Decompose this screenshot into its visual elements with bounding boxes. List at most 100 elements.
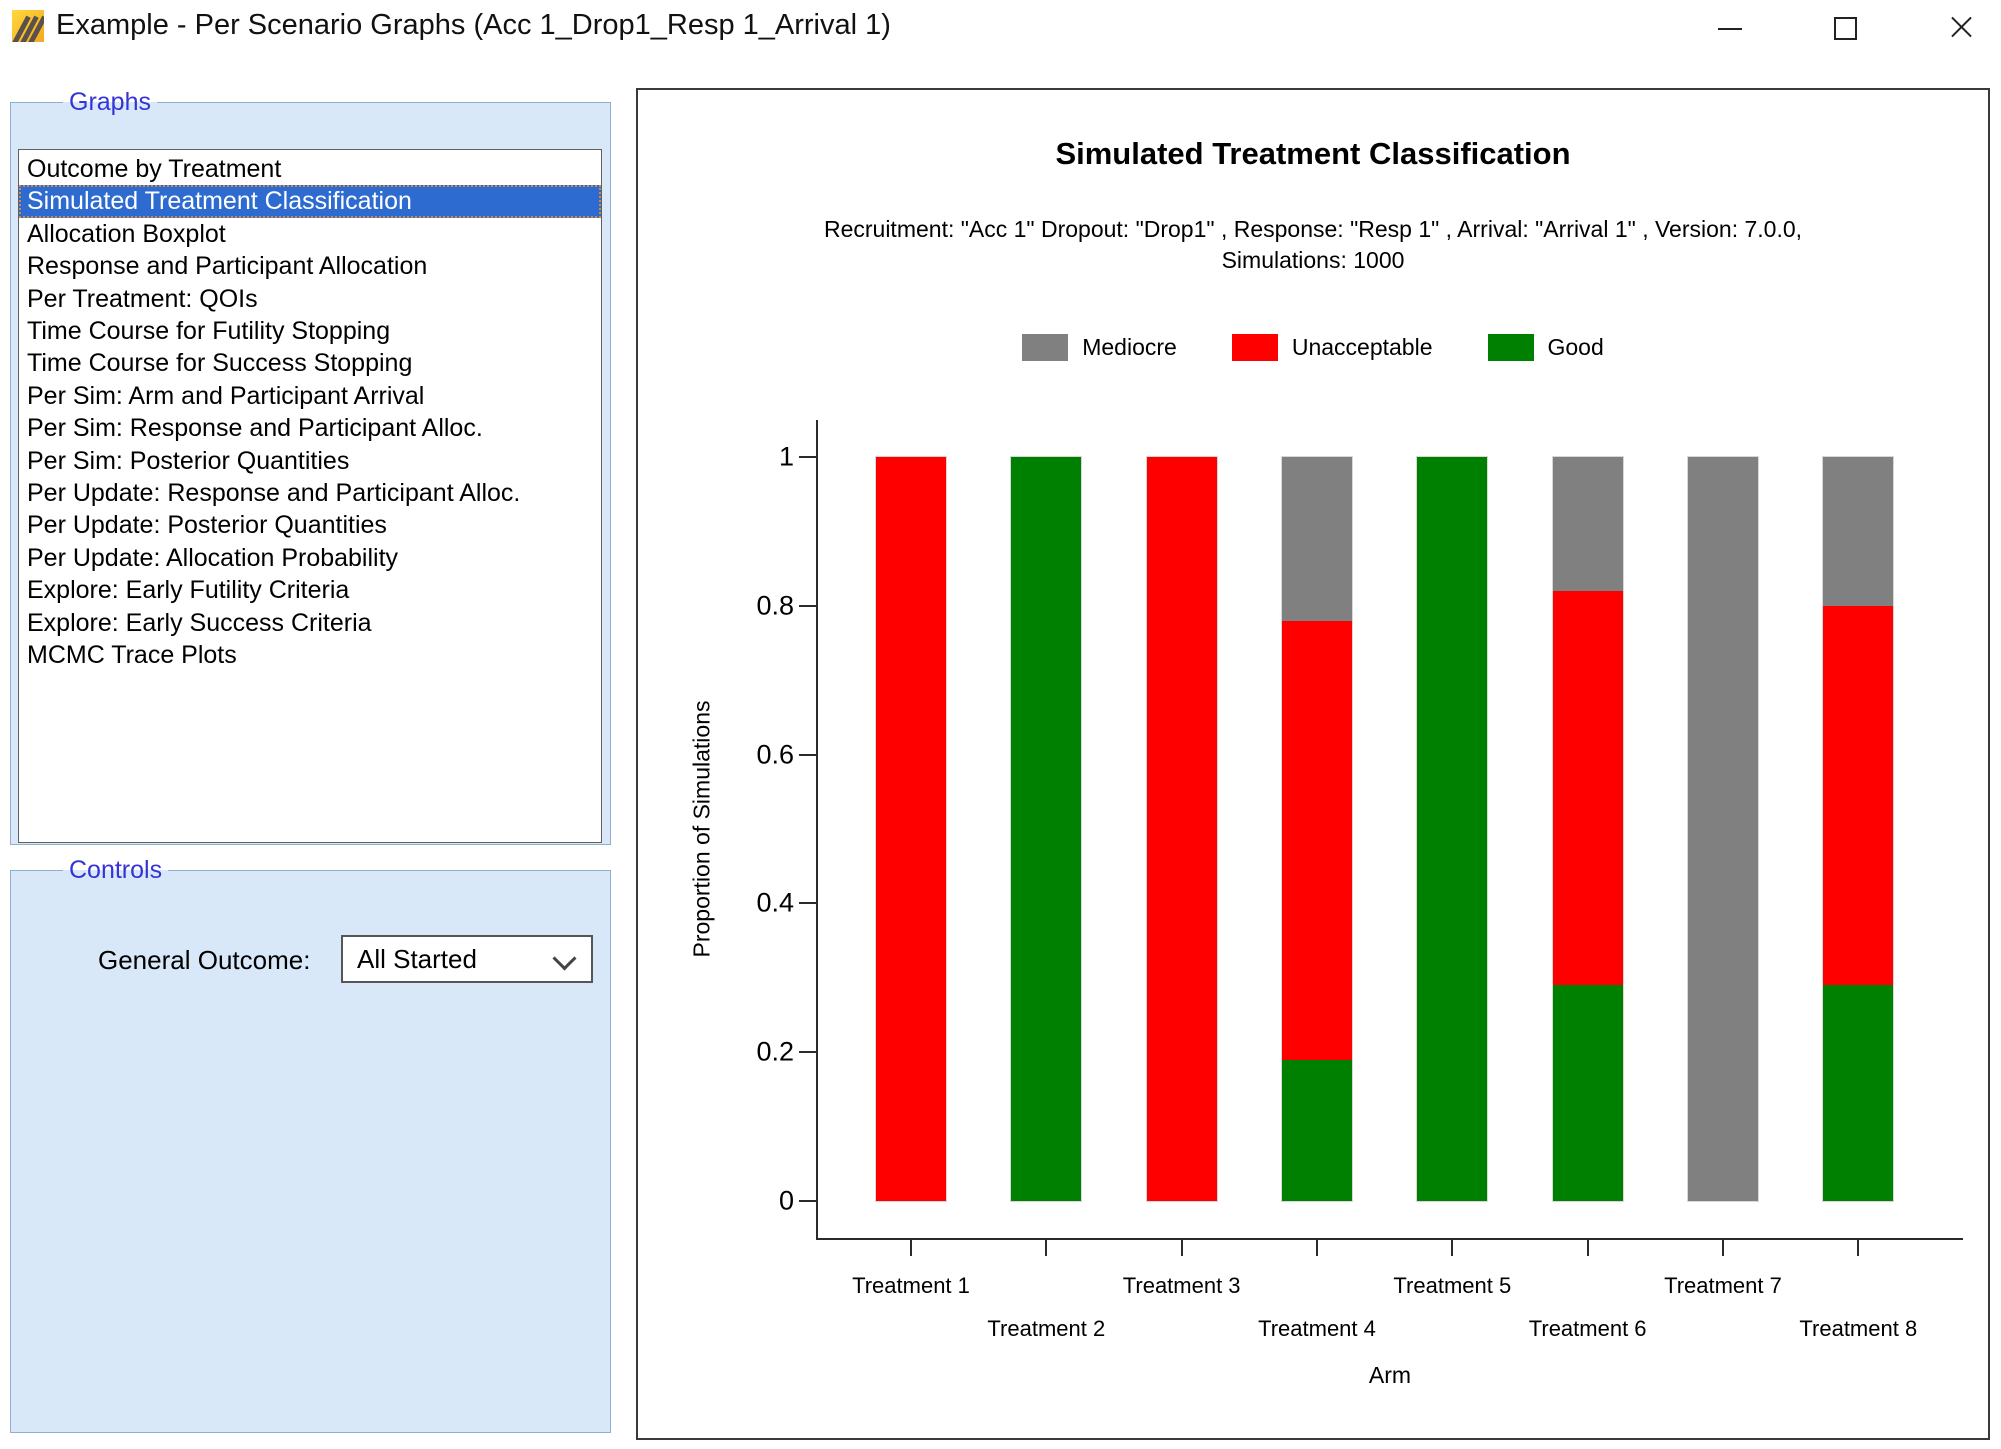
y-tick-mark <box>799 604 816 607</box>
maximize-button[interactable] <box>1813 4 1877 50</box>
list-item[interactable]: Explore: Early Success Criteria <box>27 608 372 637</box>
segment-unacceptable <box>876 457 946 1201</box>
bar-treatment-7 <box>1687 457 1758 1201</box>
segment-good <box>1011 457 1082 1201</box>
chart-subtitle-line2: Simulations: 1000 <box>1221 247 1405 273</box>
x-tick-mark <box>1721 1240 1724 1256</box>
app-icon <box>12 10 44 42</box>
chart-panel: Simulated Treatment Classification Recru… <box>636 88 1990 1440</box>
legend-label: Mediocre <box>1082 334 1177 360</box>
y-tick-mark <box>799 1051 816 1054</box>
x-tick-mark <box>1857 1240 1860 1256</box>
list-item[interactable]: Explore: Early Futility Criteria <box>27 576 350 605</box>
legend-item: Unacceptable <box>1231 334 1433 361</box>
segment-good <box>1417 457 1488 1201</box>
segment-good <box>1823 985 1894 1201</box>
y-tick-label: 0.4 <box>756 887 794 918</box>
x-tick-mark <box>1180 1240 1183 1256</box>
controls-groupbox: Controls General Outcome: All Started <box>10 856 611 1433</box>
y-tick-mark <box>799 1200 816 1202</box>
bar-treatment-6 <box>1552 457 1623 1201</box>
x-tick-mark <box>1315 1240 1318 1256</box>
bar-treatment-8 <box>1823 457 1894 1201</box>
list-item[interactable]: Per Update: Allocation Probability <box>27 543 399 572</box>
bar-treatment-3 <box>1146 457 1217 1201</box>
y-tick-label: 0.8 <box>756 590 794 621</box>
title-bar: Example - Per Scenario Graphs (Acc 1_Dro… <box>0 0 2001 52</box>
x-tick-label: Treatment 5 <box>1393 1273 1512 1298</box>
x-tick-mark <box>1451 1240 1454 1256</box>
list-item[interactable]: Per Sim: Arm and Participant Arrival <box>27 381 425 410</box>
maximize-icon <box>1834 17 1857 40</box>
list-item[interactable]: Per Update: Response and Participant All… <box>27 479 521 508</box>
chevron-down-icon <box>552 946 577 971</box>
legend-label: Good <box>1547 334 1604 360</box>
bar-treatment-2 <box>1011 457 1082 1201</box>
list-item[interactable]: Per Treatment: QOIs <box>27 284 258 313</box>
list-item[interactable]: Per Sim: Response and Participant Alloc. <box>27 414 483 443</box>
y-tick-label: 0.2 <box>756 1036 794 1067</box>
x-axis-title: Arm <box>1368 1362 1412 1388</box>
y-tick-label: 0 <box>778 1185 794 1216</box>
bar-treatment-5 <box>1417 457 1488 1201</box>
chart-legend: Mediocre Unacceptable Good <box>638 334 1988 361</box>
graphs-groupbox: Graphs Outcome by Treatment Simulated Tre… <box>10 88 611 845</box>
minimize-icon <box>1718 28 1742 30</box>
list-item[interactable]: Response and Participant Allocation <box>27 252 428 281</box>
minimize-button[interactable] <box>1698 4 1762 50</box>
y-tick-mark <box>799 902 816 905</box>
legend-item: Mediocre <box>1022 334 1177 361</box>
legend-item: Good <box>1487 334 1604 361</box>
plot-area: Proportion of Simulations Arm 0 0.2 0.4 0.6… <box>638 90 1988 1438</box>
legend-swatch-mediocre <box>1022 334 1069 361</box>
segment-unacceptable <box>1823 605 1894 986</box>
segment-good <box>1281 1059 1352 1201</box>
x-tick-label: Treatment 4 <box>1258 1316 1376 1341</box>
segment-mediocre <box>1281 457 1352 621</box>
graphs-group-label: Graphs <box>69 88 151 116</box>
list-item[interactable]: Simulated Treatment Classification <box>19 185 601 218</box>
y-tick-label: 0.6 <box>756 739 794 770</box>
x-tick-label: Treatment 3 <box>1122 1273 1241 1298</box>
y-tick-mark <box>799 753 816 756</box>
y-tick-mark <box>799 456 816 458</box>
chart-subtitle-line1: Recruitment: "Acc 1" Dropout: "Drop1" , … <box>823 216 1803 242</box>
controls-group-label: Controls <box>69 856 163 884</box>
segment-unacceptable <box>1146 457 1217 1201</box>
list-item[interactable]: Allocation Boxplot <box>27 219 226 248</box>
legend-swatch-unacceptable <box>1231 334 1278 361</box>
segment-unacceptable <box>1552 590 1623 986</box>
chart-subtitle: Recruitment: "Acc 1" Dropout: "Drop1" , … <box>638 214 1988 276</box>
segment-unacceptable <box>1281 620 1352 1060</box>
x-tick-label: Treatment 8 <box>1799 1316 1918 1341</box>
y-axis-line <box>816 420 818 1240</box>
legend-label: Unacceptable <box>1291 334 1433 360</box>
list-item[interactable]: MCMC Trace Plots <box>27 641 237 670</box>
list-item[interactable]: Outcome by Treatment <box>27 155 282 183</box>
x-tick-label: Treatment 7 <box>1664 1273 1782 1298</box>
bar-treatment-4 <box>1281 457 1352 1201</box>
dropdown-selected-value: All Started <box>357 944 477 974</box>
segment-good <box>1552 985 1623 1201</box>
list-item[interactable]: Time Course for Success Stopping <box>27 349 413 378</box>
close-button[interactable] <box>1929 4 1993 50</box>
list-item[interactable]: Per Update: Posterior Quantities <box>27 511 387 540</box>
segment-mediocre <box>1687 457 1758 1201</box>
x-axis-line <box>816 1238 1963 1240</box>
list-item[interactable]: Time Course for Futility Stopping <box>27 317 391 346</box>
legend-swatch-good <box>1487 334 1534 361</box>
x-tick-label: Treatment 1 <box>852 1273 970 1298</box>
graphs-listbox[interactable]: Outcome by Treatment Simulated Treatment … <box>18 149 602 843</box>
x-tick-mark <box>1045 1240 1048 1256</box>
x-tick-label: Treatment 6 <box>1528 1316 1647 1341</box>
bar-treatment-1 <box>876 457 946 1201</box>
x-tick-mark <box>910 1240 912 1256</box>
general-outcome-label: General Outcome: <box>98 945 311 975</box>
segment-mediocre <box>1823 457 1894 606</box>
x-tick-mark <box>1586 1240 1589 1256</box>
window-title: Example - Per Scenario Graphs (Acc 1_Dro… <box>56 9 891 41</box>
list-item[interactable]: Per Sim: Posterior Quantities <box>27 446 350 475</box>
general-outcome-dropdown[interactable]: All Started <box>341 935 593 983</box>
chart-title: Simulated Treatment Classification <box>1055 136 1571 171</box>
